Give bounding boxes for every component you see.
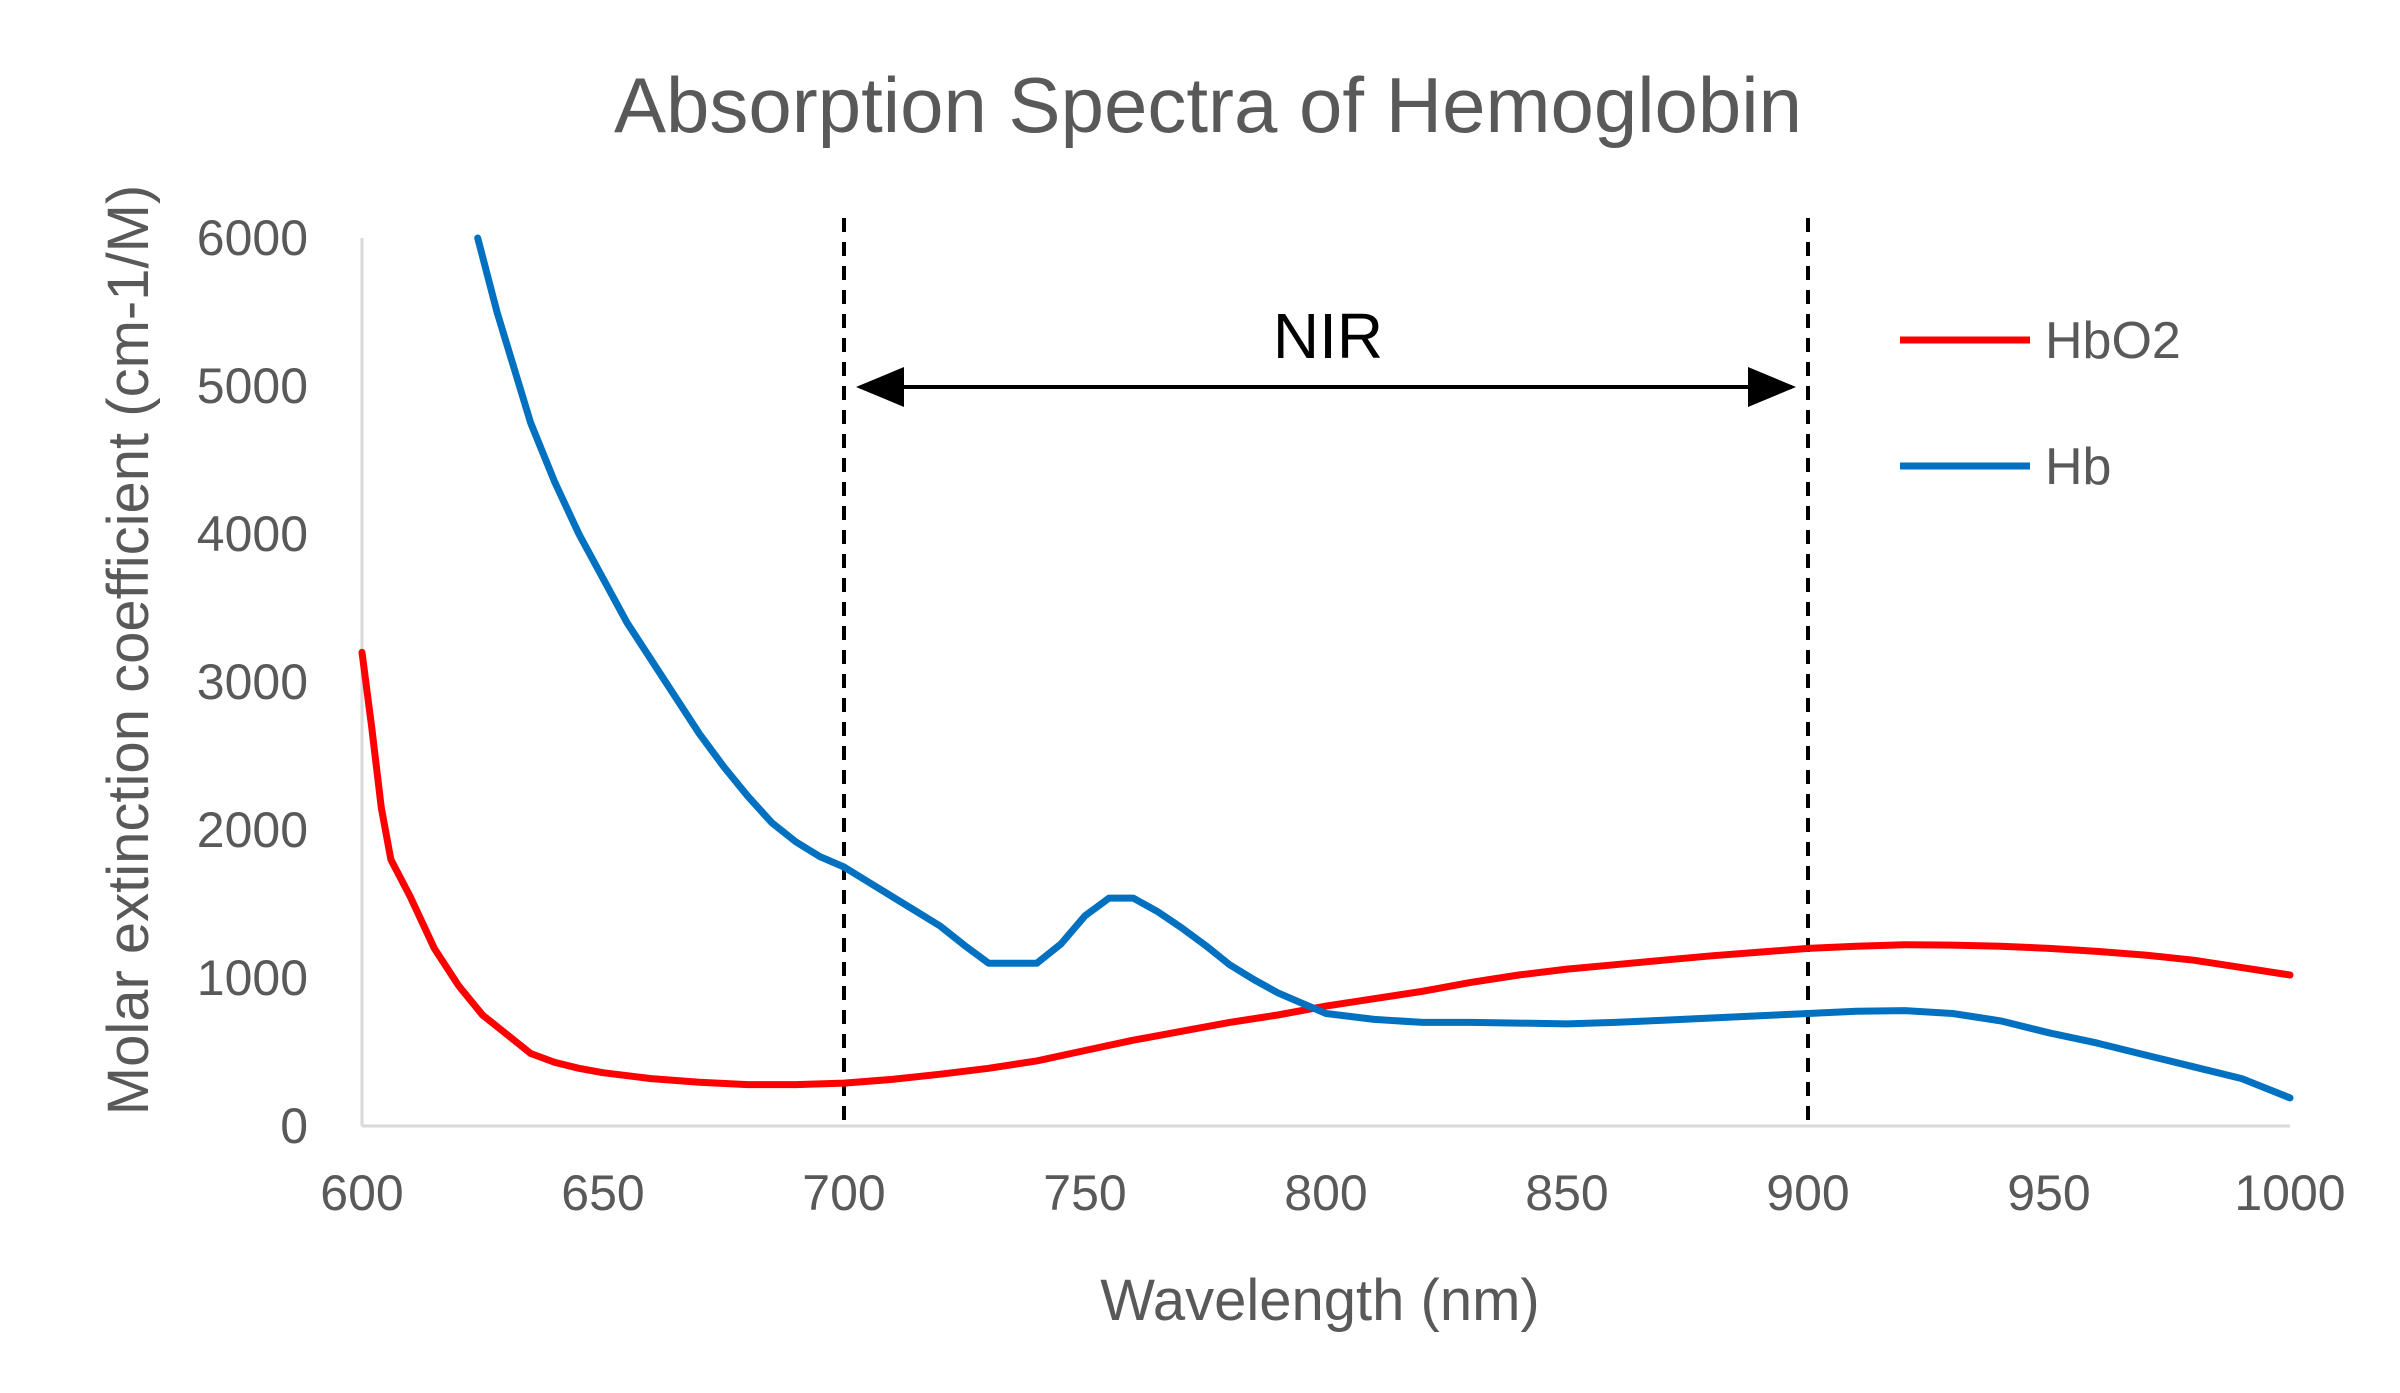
chart-title: Absorption Spectra of Hemoglobin: [614, 61, 1802, 149]
x-axis-label: Wavelength (nm): [1100, 1268, 1539, 1333]
x-tick-label: 650: [561, 1165, 644, 1221]
y-tick-label: 3000: [197, 654, 308, 710]
y-tick-label: 6000: [197, 210, 308, 266]
x-tick-label: 950: [2007, 1165, 2090, 1221]
x-tick-label: 600: [320, 1165, 403, 1221]
y-axis-label: Molar extinction coefficient (cm-1/M): [96, 185, 161, 1115]
legend: HbO2 Hb: [1900, 312, 2181, 496]
x-tick-label: 750: [1043, 1165, 1126, 1221]
y-tick-labels: 0 1000 2000 3000 4000 5000 6000: [197, 210, 308, 1154]
y-tick-label: 0: [280, 1098, 308, 1154]
series-lines: [358, 234, 2294, 1102]
series-line-hb: [474, 234, 2294, 1102]
nir-region: [842, 218, 1810, 1126]
y-tick-label: 1000: [197, 950, 308, 1006]
y-tick-label: 5000: [197, 358, 308, 414]
y-tick-label: 4000: [197, 506, 308, 562]
legend-label-hbo2: HbO2: [2045, 312, 2181, 370]
x-tick-label: 900: [1766, 1165, 1849, 1221]
x-tick-labels: 600 650 700 750 800 850 900 950 1000: [320, 1165, 2345, 1221]
x-tick-label: 1000: [2234, 1165, 2345, 1221]
x-tick-label: 700: [802, 1165, 885, 1221]
legend-label-hb: Hb: [2045, 438, 2111, 496]
series-line-hbo2: [358, 648, 2294, 1089]
y-tick-label: 2000: [197, 802, 308, 858]
plot-axes: [360, 238, 2290, 1128]
nir-label: NIR: [1273, 300, 1383, 372]
x-tick-label: 800: [1284, 1165, 1367, 1221]
x-tick-label: 850: [1525, 1165, 1608, 1221]
